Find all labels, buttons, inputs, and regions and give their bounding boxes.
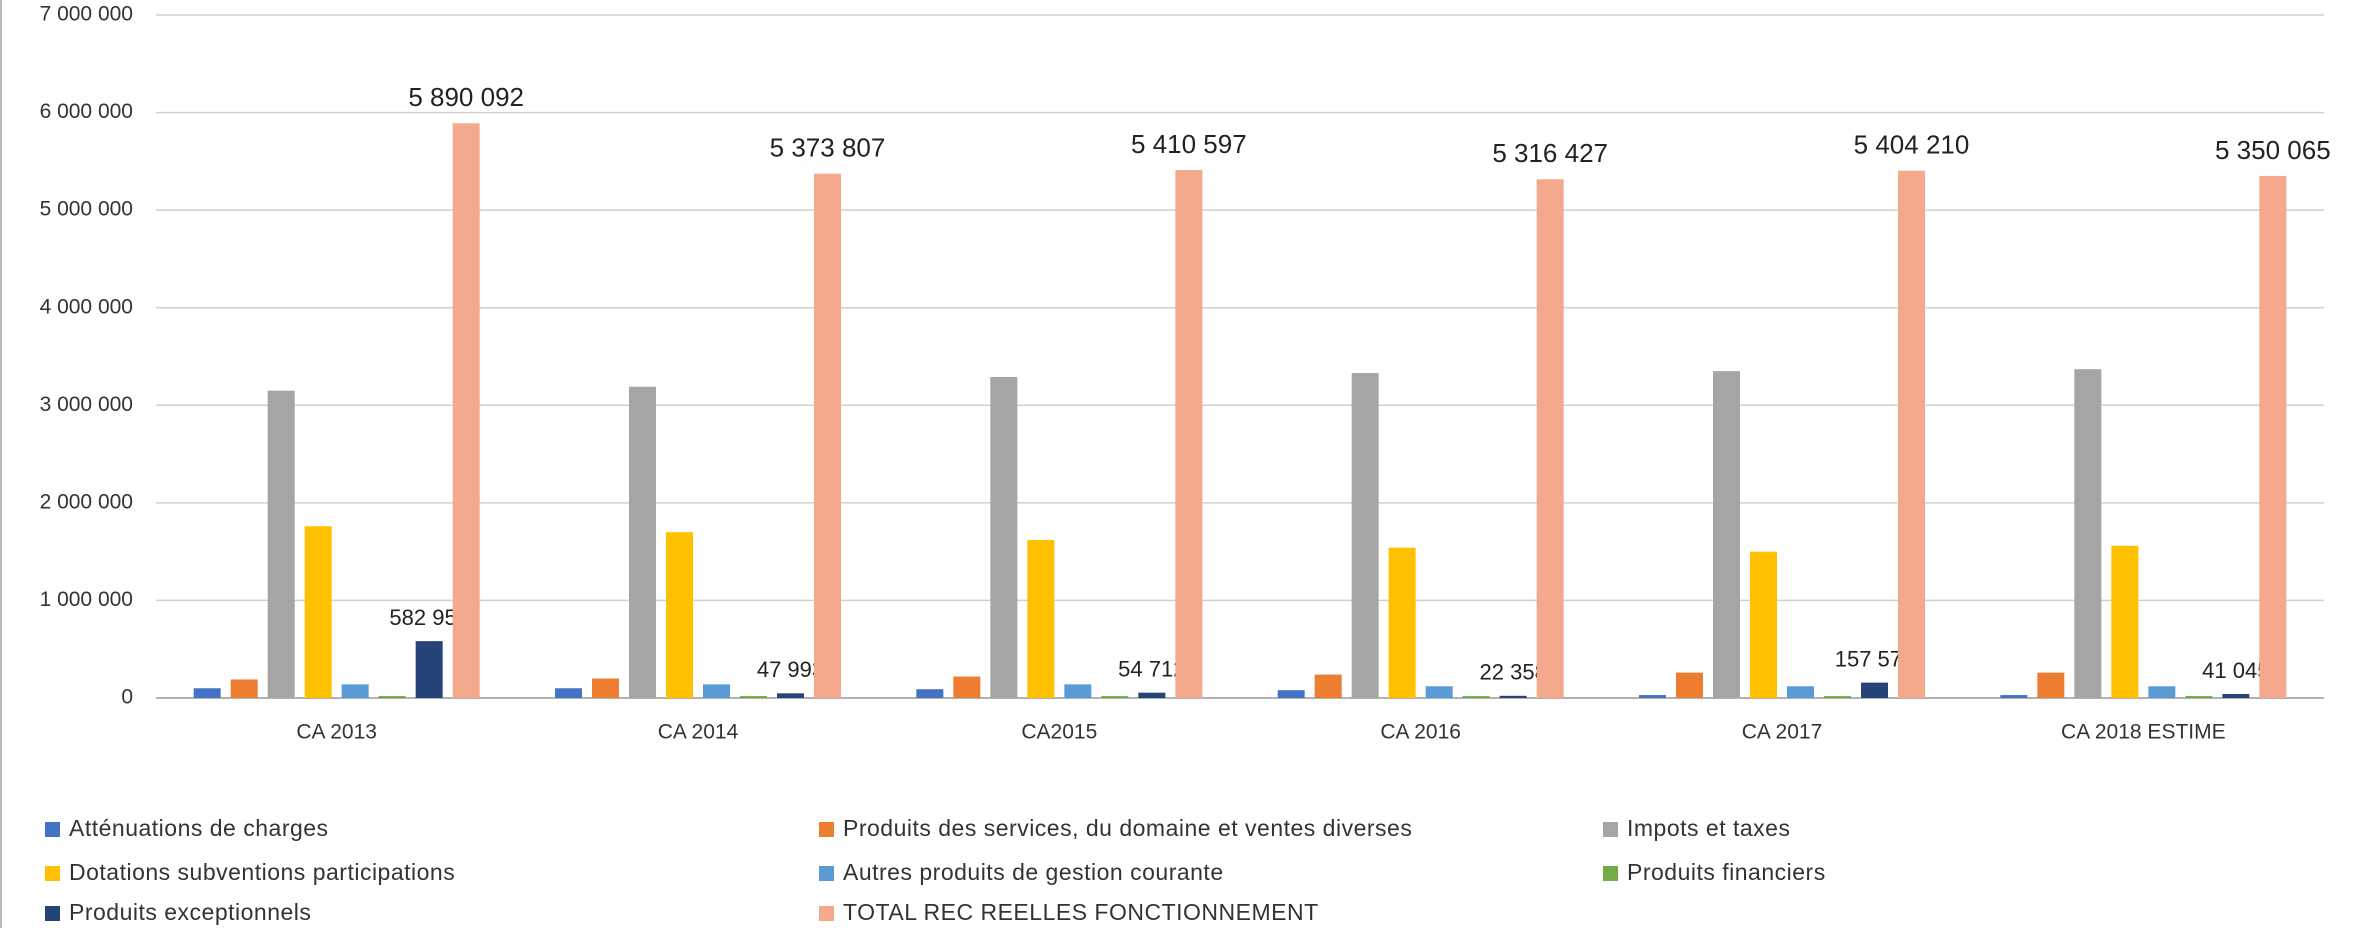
- legend-label: Produits exceptionnels: [69, 899, 311, 925]
- legend-label: Impots et taxes: [1627, 815, 1790, 841]
- x-tick-label: CA 2013: [296, 721, 377, 744]
- data-label: 5 890 092: [408, 82, 524, 112]
- bar: [592, 678, 619, 698]
- legend-swatch: [45, 822, 60, 837]
- legend-swatch: [45, 866, 60, 881]
- data-label: 22 358: [1480, 660, 1547, 685]
- bar: [2148, 686, 2176, 698]
- bar: [1713, 371, 1740, 698]
- legend-swatch: [819, 906, 834, 921]
- y-tick-label: 3 000 000: [40, 393, 133, 416]
- legend-swatch: [819, 822, 834, 837]
- bar: [629, 386, 656, 698]
- bar: [341, 684, 369, 698]
- bar: [1499, 695, 1527, 698]
- bar: [2000, 695, 2028, 698]
- bar: [1064, 684, 1092, 698]
- bar: [703, 684, 730, 698]
- data-label: 41 045: [2202, 658, 2269, 683]
- bar: [2074, 369, 2102, 698]
- legend-swatch: [819, 866, 834, 881]
- bar: [1824, 696, 1851, 698]
- bar: [1425, 686, 1453, 698]
- bar: [953, 676, 981, 698]
- bar: [304, 526, 332, 698]
- bar: [1462, 696, 1490, 698]
- bar: [1861, 682, 1888, 698]
- bar: [1027, 539, 1055, 698]
- legend-label: Dotations subventions participations: [69, 859, 455, 885]
- bar: [1388, 547, 1416, 698]
- bar: [2222, 693, 2250, 698]
- y-tick-label: 6 000 000: [40, 100, 133, 123]
- x-tick-label: CA 2016: [1380, 721, 1461, 744]
- data-label: 5 404 210: [1854, 130, 1970, 160]
- legend-label: Produits financiers: [1627, 859, 1826, 885]
- bar: [1175, 170, 1203, 698]
- bar: [1277, 690, 1305, 698]
- data-label: 54 712: [1118, 656, 1185, 681]
- y-tick-label: 7 000 000: [40, 3, 133, 26]
- bar: [1351, 373, 1379, 698]
- bar: [666, 532, 693, 698]
- bar: [1536, 179, 1564, 698]
- legend-label: Atténuations de charges: [69, 815, 329, 841]
- bar: [452, 123, 480, 699]
- bar: [916, 689, 944, 698]
- bar: [1750, 551, 1777, 698]
- bar: [777, 693, 804, 698]
- bar: [1101, 696, 1129, 698]
- bar: [2111, 545, 2139, 698]
- legend-swatch: [1603, 822, 1618, 837]
- x-tick-label: CA 2017: [1742, 721, 1823, 744]
- legend-label: TOTAL REC REELLES FONCTIONNEMENT: [843, 899, 1319, 925]
- bar: [2037, 672, 2065, 698]
- data-label: 47 993: [757, 657, 824, 682]
- bar: [415, 641, 443, 698]
- bar: [378, 696, 406, 698]
- bar: [1676, 672, 1703, 698]
- y-tick-label: 5 000 000: [40, 198, 133, 221]
- bar: [230, 679, 258, 698]
- bar: [814, 173, 841, 698]
- bar: [267, 390, 295, 698]
- data-label: 5 350 065: [2215, 135, 2331, 165]
- x-tick-label: CA2015: [1021, 721, 1097, 744]
- x-tick-label: CA 2014: [658, 721, 739, 744]
- y-tick-label: 4 000 000: [40, 295, 133, 318]
- bar: [555, 688, 582, 698]
- bar: [1314, 674, 1342, 698]
- bar: [2259, 175, 2287, 698]
- bar: [740, 696, 767, 698]
- data-label: 5 316 427: [1492, 138, 1608, 168]
- y-tick-label: 1 000 000: [40, 588, 133, 611]
- y-tick-label: 0: [121, 686, 133, 709]
- data-label: 5 373 807: [770, 133, 886, 163]
- bar: [990, 376, 1018, 698]
- legend-label: Autres produits de gestion courante: [843, 859, 1224, 885]
- bar: [1898, 170, 1925, 699]
- legend-swatch: [1603, 866, 1618, 881]
- bar: [193, 688, 221, 698]
- y-tick-label: 2 000 000: [40, 490, 133, 513]
- bar: [1639, 695, 1666, 698]
- data-label: 5 410 597: [1131, 129, 1247, 159]
- bar: [2185, 696, 2213, 698]
- x-tick-label: CA 2018 ESTIME: [2061, 721, 2226, 744]
- bar: [1138, 692, 1166, 698]
- legend-label: Produits des services, du domaine et ven…: [843, 815, 1412, 841]
- bar: [1787, 686, 1814, 698]
- legend-swatch: [45, 906, 60, 921]
